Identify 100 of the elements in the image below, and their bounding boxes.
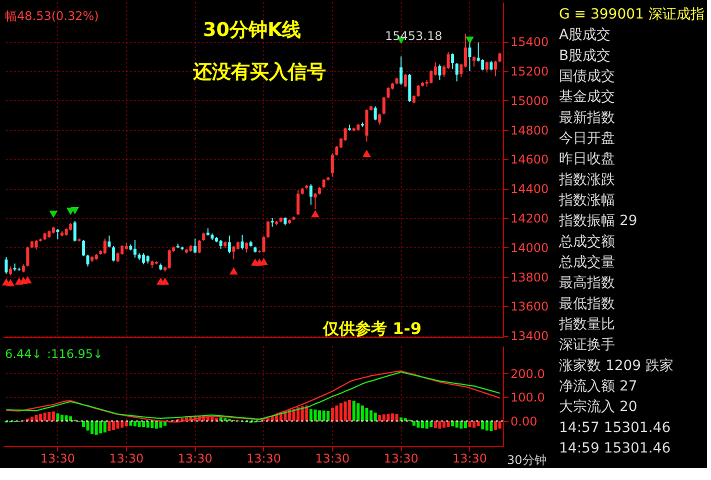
x-tick-label: 13:30 — [384, 452, 418, 466]
text: B股成交 — [559, 48, 611, 64]
candlestick — [82, 240, 85, 257]
bar — [481, 421, 484, 430]
text: 昨日收盘 — [559, 151, 615, 168]
bar — [348, 400, 352, 421]
x-tick-label: 13:30 — [315, 452, 350, 466]
bar — [395, 414, 398, 421]
annotation: 仅供参考 1-9 — [322, 319, 422, 338]
bar — [434, 421, 437, 428]
bar — [159, 421, 162, 428]
candlestick — [112, 245, 116, 262]
bar — [224, 418, 227, 421]
bar — [374, 412, 377, 421]
text: 总成交量 — [558, 254, 615, 271]
point — [160, 278, 170, 285]
bar — [460, 421, 463, 429]
point — [466, 36, 474, 44]
bar — [468, 421, 472, 427]
point — [6, 279, 15, 286]
text: 涨家数 1209 跌家 — [559, 358, 674, 374]
bar — [103, 421, 106, 432]
candlestick — [430, 70, 433, 84]
candlestick — [330, 152, 334, 178]
y-tick-label: 200.0 — [510, 366, 545, 381]
annotation: 6.44↓ — [5, 347, 42, 361]
text: G ≡ 399001 深证成指 — [559, 6, 704, 22]
text: 国债成交 — [559, 68, 615, 84]
bar — [129, 421, 132, 426]
bar — [485, 421, 488, 431]
candlestick — [142, 252, 146, 265]
candlestick — [494, 60, 497, 77]
bar — [69, 416, 72, 421]
candlestick — [485, 61, 488, 74]
annotation: 还没有买入信号 — [192, 61, 326, 83]
x-tick-label: 13:30 — [246, 452, 282, 466]
candlestick — [386, 86, 390, 99]
text: 今日开盘 — [559, 130, 615, 146]
bar — [48, 412, 51, 421]
candlestick — [472, 56, 476, 68]
bar — [120, 421, 124, 428]
bar — [39, 414, 42, 421]
bar — [52, 411, 55, 421]
bar — [146, 421, 150, 428]
candlestick — [133, 240, 136, 258]
bar — [446, 421, 450, 427]
y-tick-label: 15000 — [510, 94, 549, 108]
candlestick — [451, 52, 454, 70]
candlestick — [262, 236, 266, 254]
point — [70, 207, 80, 214]
point — [230, 267, 238, 275]
bar — [382, 414, 386, 421]
candlestick — [168, 249, 171, 270]
point — [311, 210, 320, 218]
bar — [430, 421, 433, 427]
candlestick — [4, 256, 8, 274]
candlestick — [198, 240, 201, 254]
candlestick — [416, 84, 420, 98]
candlestick — [498, 52, 502, 63]
candlestick — [103, 238, 106, 254]
candlestick — [232, 245, 236, 260]
bar — [86, 421, 90, 431]
y-tick-label: 13800 — [510, 270, 549, 284]
bar — [425, 421, 428, 429]
candlestick — [245, 242, 248, 254]
bar — [108, 421, 111, 431]
bar — [416, 421, 420, 428]
candlestick — [228, 235, 231, 254]
candlestick — [374, 106, 377, 121]
bar — [314, 410, 317, 421]
bar — [219, 417, 222, 421]
text: 14:57 15301.46 — [559, 420, 671, 436]
bar — [404, 418, 407, 421]
bar — [412, 421, 416, 426]
bar — [94, 421, 98, 435]
x-tick-label: 13:30 — [40, 452, 76, 466]
text: 指数涨跌 — [558, 172, 615, 188]
candlestick — [86, 254, 90, 267]
y-tick-label: 100.0 — [510, 390, 545, 405]
point — [49, 210, 58, 218]
bar — [142, 421, 146, 428]
bar — [90, 421, 94, 434]
bar — [455, 421, 458, 428]
candlestick — [455, 62, 458, 82]
candlestick — [382, 96, 386, 115]
candlestick — [34, 240, 38, 250]
candlestick — [194, 238, 197, 254]
bar — [56, 413, 60, 421]
bar — [335, 406, 338, 421]
bar — [360, 406, 364, 421]
bar — [356, 403, 360, 421]
bar — [352, 400, 356, 421]
y-tick-label: 15200 — [510, 64, 549, 79]
candlestick — [108, 235, 111, 248]
text: 深证换手 — [559, 337, 615, 354]
text: 指数涨幅 — [558, 192, 615, 208]
candlestick — [400, 56, 403, 86]
candlestick — [240, 234, 244, 250]
text: 净流入额 27 — [559, 378, 638, 395]
y-tick-label: 0.00 — [510, 414, 538, 428]
